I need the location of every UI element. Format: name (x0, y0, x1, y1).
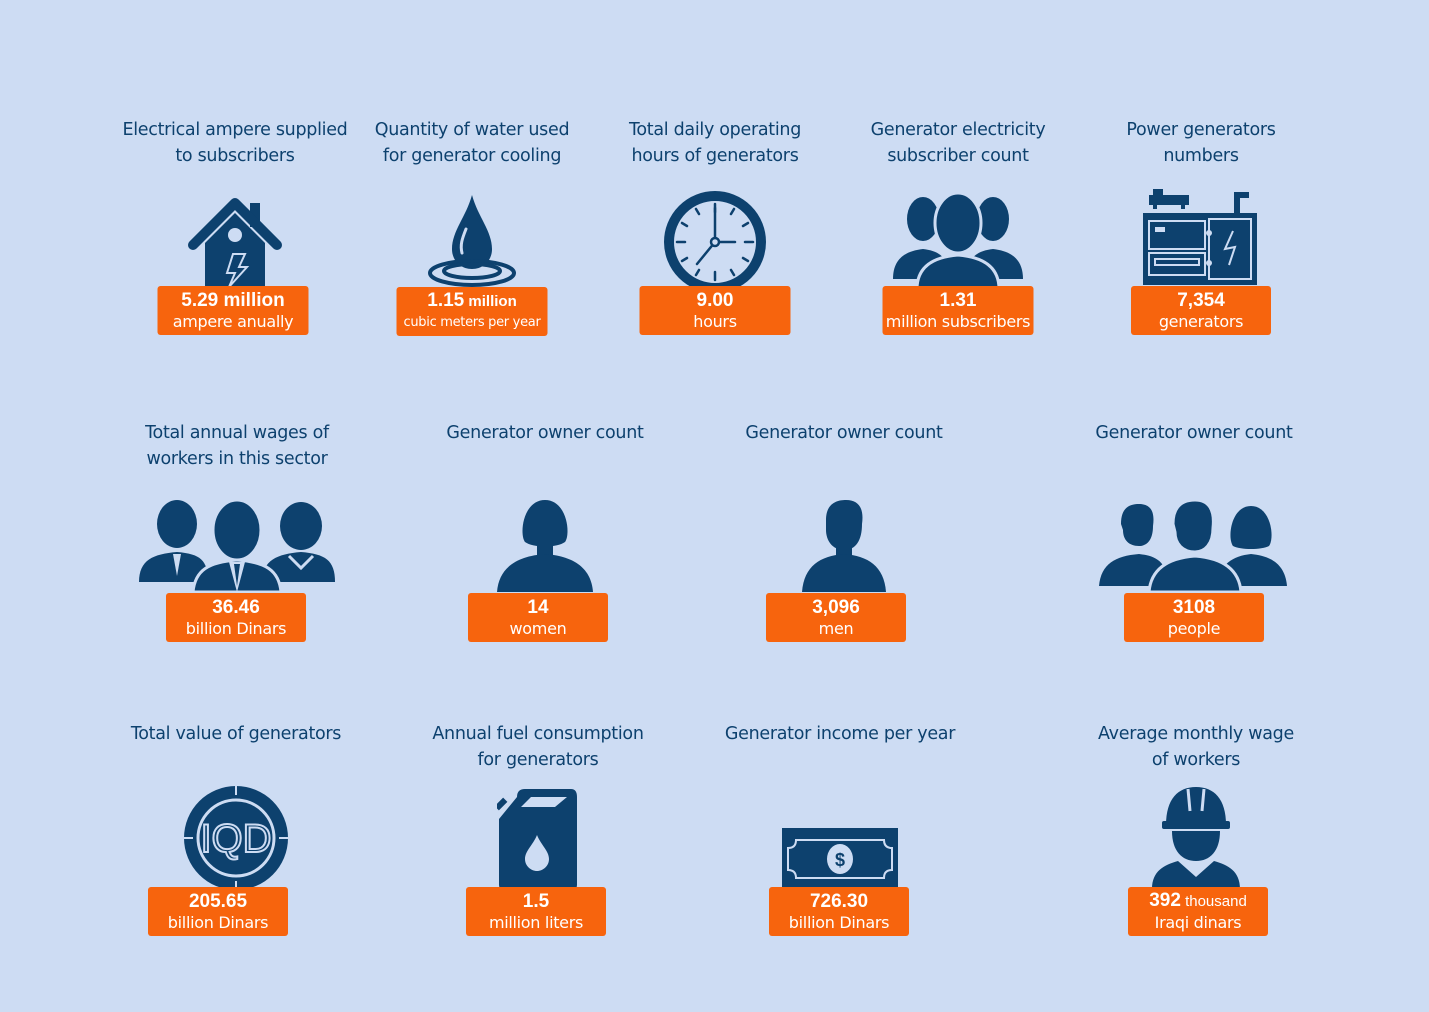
stat-badge: 392 thousand Iraqi dinars (1128, 887, 1268, 936)
card-title: Power generators numbers (1126, 120, 1276, 166)
card-title: Generator income per year (724, 724, 956, 744)
card-title: Generator owner count (745, 423, 943, 443)
generator-icon (1143, 189, 1259, 285)
card-monthly-wage: Average monthly wage of workers 392 thou… (1066, 721, 1326, 936)
stat-badge: 1.15 million cubic meters per year (396, 287, 548, 336)
card-owners-people: Generator owner count 3108 people (1064, 420, 1324, 642)
card-subscribers: Generator electricity subscriber count 1… (828, 117, 1088, 335)
house-lightning-icon (185, 197, 285, 289)
card-title: Total annual wages of workers in this se… (145, 423, 329, 469)
card-title: Annual fuel consumption for generators (432, 724, 644, 770)
card-title: Generator electricity subscriber count (870, 120, 1046, 166)
card-title: Generator owner count (1095, 423, 1293, 443)
svg-text:IQD: IQD (200, 817, 271, 861)
card-owners-women: Generator owner count 14 women (415, 420, 675, 642)
iqd-coin-icon: IQD (181, 783, 291, 893)
card-income: Generator income per year $ 726.30 billi… (710, 721, 970, 936)
workers-icon (137, 500, 337, 592)
card-generators: Power generators numbers 7,354 generator… (1071, 117, 1331, 335)
card-generator-value: Total value of generators IQD 205.65 bil… (106, 721, 366, 936)
card-title: Generator owner count (446, 423, 644, 443)
stat-badge: 14 women (468, 593, 608, 642)
card-hours: Total daily operating hours of generator… (585, 117, 845, 335)
card-water: Quantity of water used for generator coo… (342, 117, 602, 336)
card-fuel: Annual fuel consumption for generators 1… (408, 721, 668, 936)
banknote-icon: $ (782, 828, 898, 888)
stat-badge: 5.29 million ampere anually (157, 286, 309, 335)
group-icon (893, 193, 1023, 289)
man-icon (802, 500, 886, 592)
stat-badge: 726.30 billion Dinars (769, 887, 909, 936)
water-drop-icon (426, 193, 518, 289)
card-title: Total value of generators (130, 724, 342, 744)
card-title: Average monthly wage of workers (1098, 724, 1294, 770)
stat-badge: 1.31 million subscribers (882, 286, 1034, 335)
fuel-can-icon (497, 789, 579, 889)
card-ampere: Electrical ampere supplied to subscriber… (105, 117, 365, 335)
stat-badge: 3108 people (1124, 593, 1264, 642)
stat-badge: 9.00 hours (639, 286, 791, 335)
stat-badge: 205.65 billion Dinars (148, 887, 288, 936)
stat-badge: 3,096 men (766, 593, 906, 642)
card-owners-men: Generator owner count 3,096 men (714, 420, 974, 642)
card-wages: Total annual wages of workers in this se… (107, 420, 367, 642)
card-title: Total daily operating hours of generator… (628, 120, 802, 166)
people-icon (1099, 500, 1289, 592)
svg-text:$: $ (835, 850, 845, 870)
card-title: Electrical ampere supplied to subscriber… (122, 120, 348, 166)
stat-badge: 1.5 million liters (466, 887, 606, 936)
clock-icon (663, 190, 767, 294)
stat-badge: 7,354 generators (1131, 286, 1271, 335)
stat-badge: 36.46 billion Dinars (166, 593, 306, 642)
woman-icon (495, 500, 595, 592)
worker-helmet-icon (1148, 785, 1244, 889)
card-title: Quantity of water used for generator coo… (374, 120, 570, 166)
